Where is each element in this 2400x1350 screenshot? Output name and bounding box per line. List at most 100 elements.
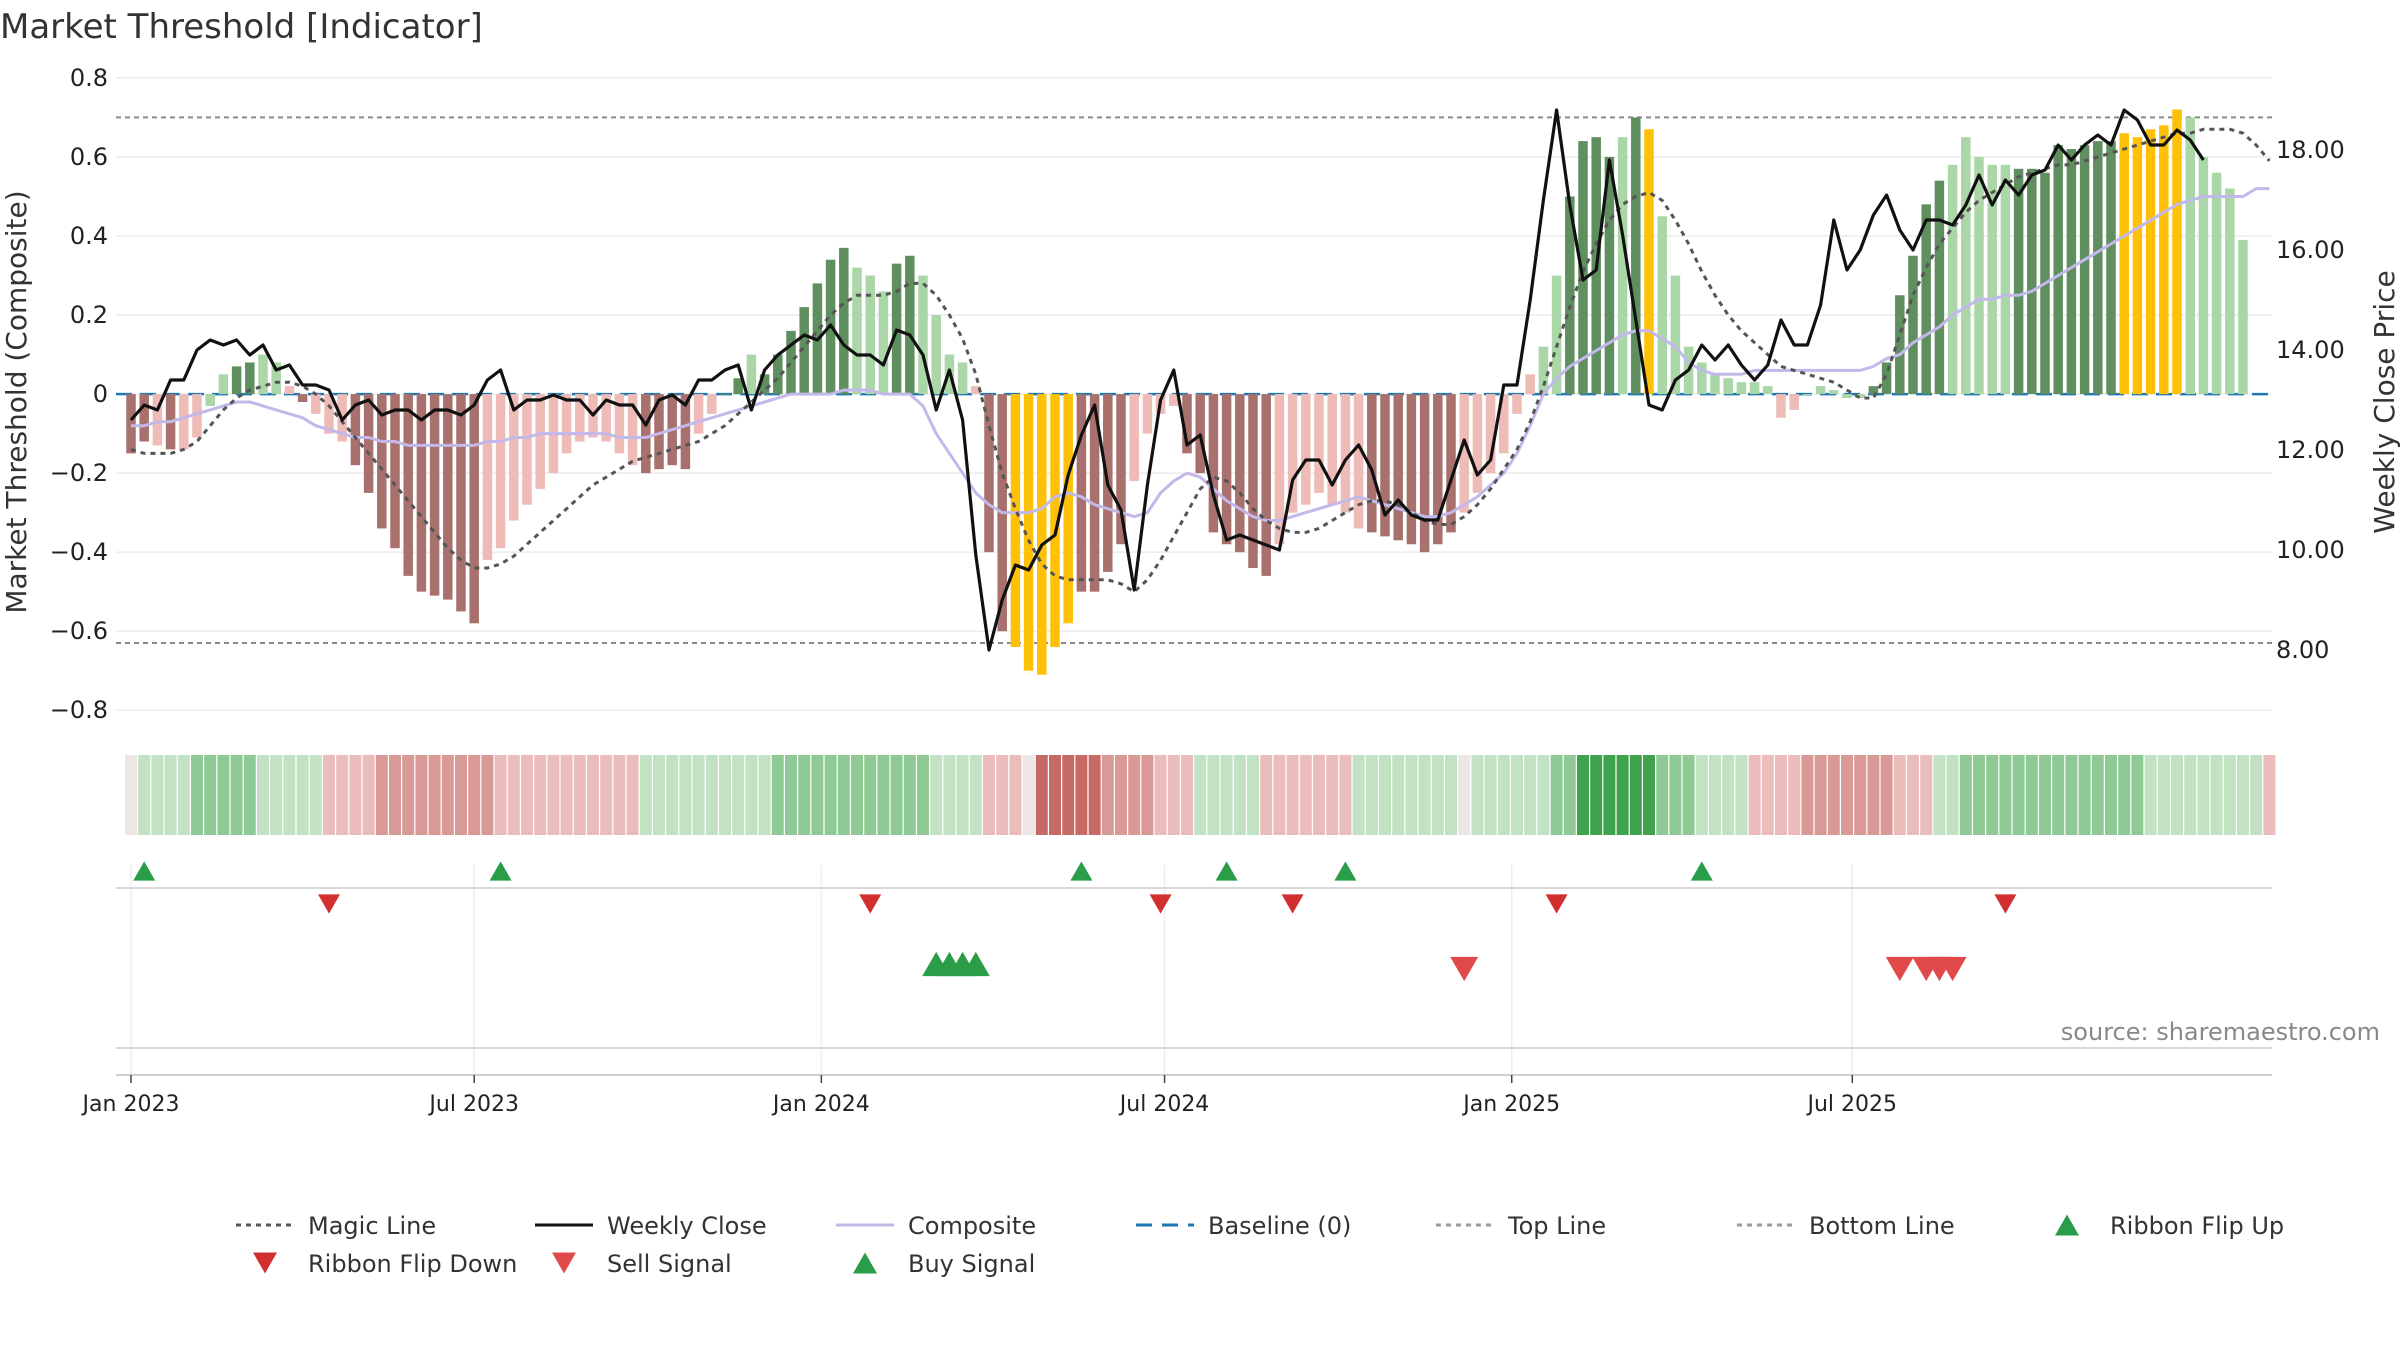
ribbon-cell — [1379, 755, 1391, 835]
ribbon-cell — [217, 755, 230, 835]
composite-bar — [1631, 117, 1641, 395]
ribbon-cell — [1946, 755, 1959, 835]
composite-bar — [1789, 394, 1799, 410]
composite-line — [131, 187, 2270, 522]
ribbon-cell — [1986, 755, 1999, 835]
composite-bar — [2053, 145, 2063, 395]
composite-bar — [601, 394, 611, 442]
ribbon-cell — [666, 755, 679, 835]
ribbon-cell — [1775, 755, 1787, 835]
legend-label: Weekly Close — [607, 1212, 767, 1240]
composite-bar — [377, 394, 387, 529]
ribbon-cell — [864, 755, 877, 835]
composite-bar — [1657, 216, 1667, 395]
y-tick-label: 0.2 — [70, 301, 108, 329]
ribbon-cell — [164, 755, 177, 835]
legend-label: Composite — [908, 1212, 1036, 1240]
composite-bar — [786, 330, 796, 395]
ribbon-cell — [2118, 755, 2131, 835]
composite-bar — [1551, 275, 1562, 395]
ribbon-cell — [1141, 755, 1154, 835]
ribbon-cell — [1445, 755, 1457, 835]
ribbon-cell — [468, 755, 481, 835]
ribbon-cell — [177, 755, 190, 835]
ribbon-cell — [2091, 755, 2104, 835]
y-axis-label: Market Threshold (Composite) — [0, 190, 33, 613]
composite-bar — [126, 394, 136, 454]
y-tick-label: 0.6 — [70, 143, 108, 171]
ribbon-cell — [336, 755, 349, 835]
composite-bar — [1525, 374, 1535, 395]
composite-bar — [1380, 394, 1390, 537]
ribbon-cell — [1577, 755, 1589, 835]
ribbon-cell — [1603, 755, 1616, 835]
y-tick-label: −0.2 — [50, 459, 108, 487]
composite-bar — [1895, 295, 1905, 395]
ribbon-cell — [600, 755, 613, 835]
composite-bar — [1604, 156, 1615, 395]
composite-bar — [707, 394, 717, 414]
composite-bar — [205, 394, 215, 406]
ribbon-cell — [824, 755, 837, 835]
ribbon-cell — [2025, 755, 2038, 835]
composite-bar — [1129, 394, 1139, 482]
composite-bar — [403, 394, 413, 576]
composite-bar — [218, 374, 229, 395]
ribbon-cell — [1115, 755, 1127, 835]
composite-bar — [1169, 394, 1179, 406]
composite-bar — [297, 394, 308, 402]
composite-bar — [1353, 394, 1364, 529]
composite-bar — [456, 394, 466, 612]
ribbon-cell — [1563, 755, 1576, 835]
ribbon-cell — [996, 755, 1009, 835]
legend-item: Ribbon Flip Down — [253, 1250, 517, 1278]
ribbon-cell — [732, 755, 745, 835]
x-tick-label: Jan 2024 — [771, 1092, 870, 1117]
ribbon-cell — [507, 755, 520, 835]
y-tick-label: 0 — [93, 380, 108, 408]
ribbon-cell — [1471, 755, 1484, 835]
ribbon-cell — [1458, 755, 1471, 835]
ribbon-cell — [2039, 755, 2051, 835]
buy-signal-marker — [961, 951, 990, 977]
ribbon-flip-up-marker — [133, 861, 156, 881]
magic-line — [130, 127, 2271, 594]
ribbon-cell — [1761, 755, 1774, 835]
legend-item: Baseline (0) — [1136, 1212, 1351, 1240]
composite-bar — [350, 394, 361, 466]
composite-bar — [1644, 129, 1654, 395]
x-tick-label: Jan 2025 — [1461, 1092, 1560, 1117]
ribbon-cell — [2078, 755, 2091, 835]
ribbon-cell — [1920, 755, 1933, 835]
composite-bar — [390, 394, 400, 549]
composite-bar — [1921, 204, 1931, 395]
ribbon-cell — [705, 755, 718, 835]
legend-label: Sell Signal — [607, 1250, 732, 1278]
ribbon-cell — [798, 755, 811, 835]
legend-symbol — [853, 1252, 877, 1274]
ribbon-cell — [758, 755, 771, 835]
ribbon-cell — [1695, 755, 1708, 835]
ribbon-cell — [362, 755, 375, 835]
composite-bar — [324, 394, 334, 434]
ribbon-cell — [1656, 755, 1669, 835]
legend-label: Baseline (0) — [1208, 1212, 1351, 1240]
composite-bar — [1050, 394, 1060, 648]
ribbon-strip — [125, 755, 2276, 835]
composite-bar — [1433, 394, 1443, 545]
y-tick-label: 0.4 — [70, 222, 108, 250]
legend-item: Ribbon Flip Up — [2055, 1212, 2284, 1240]
ribbon-cell — [1682, 755, 1695, 835]
legend-item: Sell Signal — [552, 1250, 732, 1278]
ribbon-cell — [1669, 755, 1682, 835]
composite-bar — [192, 394, 202, 438]
composite-bar — [1037, 394, 1047, 675]
ribbon-cell — [1022, 755, 1035, 835]
y2-tick-label: 16.00 — [2276, 236, 2345, 264]
sell-signal-marker — [1938, 956, 1967, 982]
composite-bar — [1406, 394, 1417, 545]
y2-tick-label: 8.00 — [2276, 636, 2329, 664]
composite-bar — [905, 255, 915, 395]
composite-bar — [627, 394, 638, 466]
ribbon-cell — [1260, 755, 1273, 835]
